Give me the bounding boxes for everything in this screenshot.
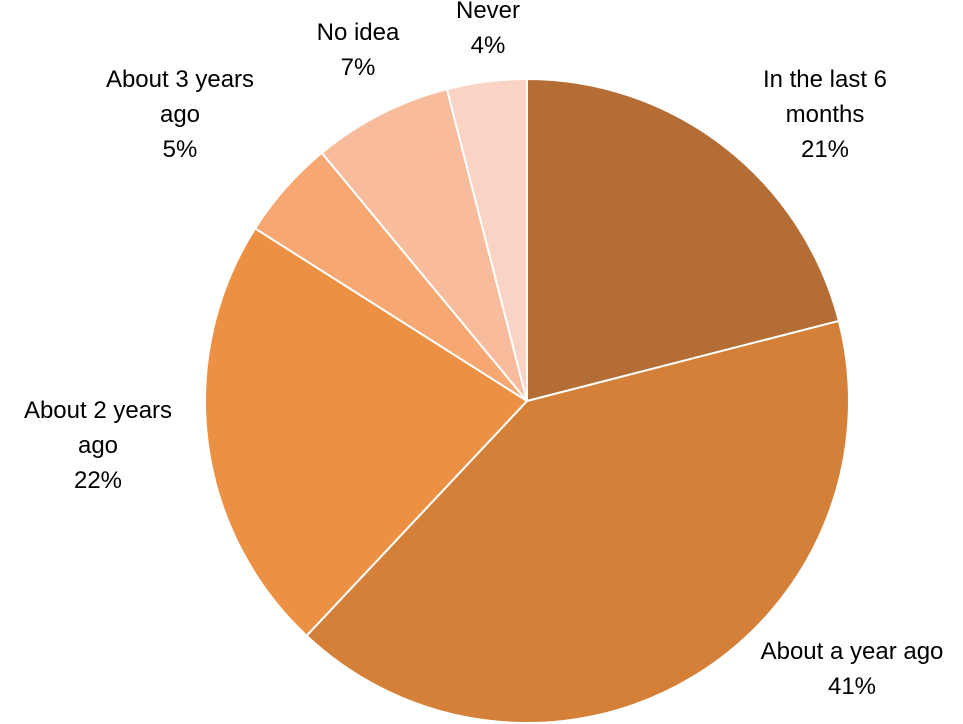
slice-category-label: In the last 6 (763, 66, 887, 93)
slice-label: About 3 years ago 5% (106, 66, 254, 163)
slice-category-label: months (786, 101, 865, 128)
slice-label: No idea 7% (317, 19, 400, 81)
slice-value-label: 22% (74, 467, 122, 494)
pie-slice (320, 87, 528, 402)
slice-category-label: About a year ago (761, 638, 944, 665)
slice-category-label: No idea (317, 19, 400, 46)
pie-labels: In the last 6 months 21% About a year ago 41… (24, 0, 943, 700)
slice-label: In the last 6 months 21% (763, 66, 887, 163)
slice-value-label: 21% (801, 136, 849, 163)
slice-category-label: ago (78, 432, 118, 459)
pie-slice (305, 319, 850, 724)
slice-category-label: About 2 years (24, 397, 172, 424)
slice-category-label: About 3 years (106, 66, 254, 93)
pie-slice (204, 227, 529, 638)
slice-category-label: ago (160, 101, 200, 128)
slice-label: Never 4% (456, 0, 520, 59)
slice-value-label: 41% (828, 673, 876, 700)
slice-label: About 2 years ago 22% (24, 397, 172, 494)
slice-value-label: 5% (163, 136, 198, 163)
slice-label: About a year ago 41% (761, 638, 944, 700)
slice-value-label: 7% (341, 54, 376, 81)
pie-slice (445, 77, 528, 402)
pie-slice (526, 77, 841, 403)
slice-category-label: Never (456, 0, 520, 24)
slice-value-label: 4% (471, 32, 506, 59)
pie-slices (204, 77, 850, 724)
